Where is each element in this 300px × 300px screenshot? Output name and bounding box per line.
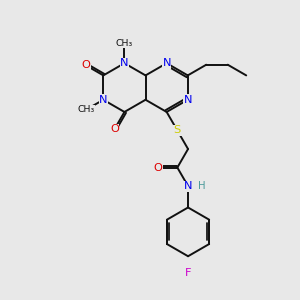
Text: H: H: [198, 181, 205, 191]
Text: O: O: [110, 124, 119, 134]
Text: N: N: [184, 95, 192, 105]
Text: CH₃: CH₃: [77, 105, 94, 114]
Text: S: S: [174, 125, 181, 136]
Text: N: N: [162, 58, 171, 68]
Text: O: O: [81, 60, 90, 70]
Text: N: N: [120, 58, 129, 68]
Text: N: N: [99, 95, 108, 105]
Text: N: N: [184, 181, 192, 191]
Text: CH₃: CH₃: [116, 38, 133, 47]
Text: F: F: [185, 268, 191, 278]
Text: O: O: [154, 163, 163, 172]
